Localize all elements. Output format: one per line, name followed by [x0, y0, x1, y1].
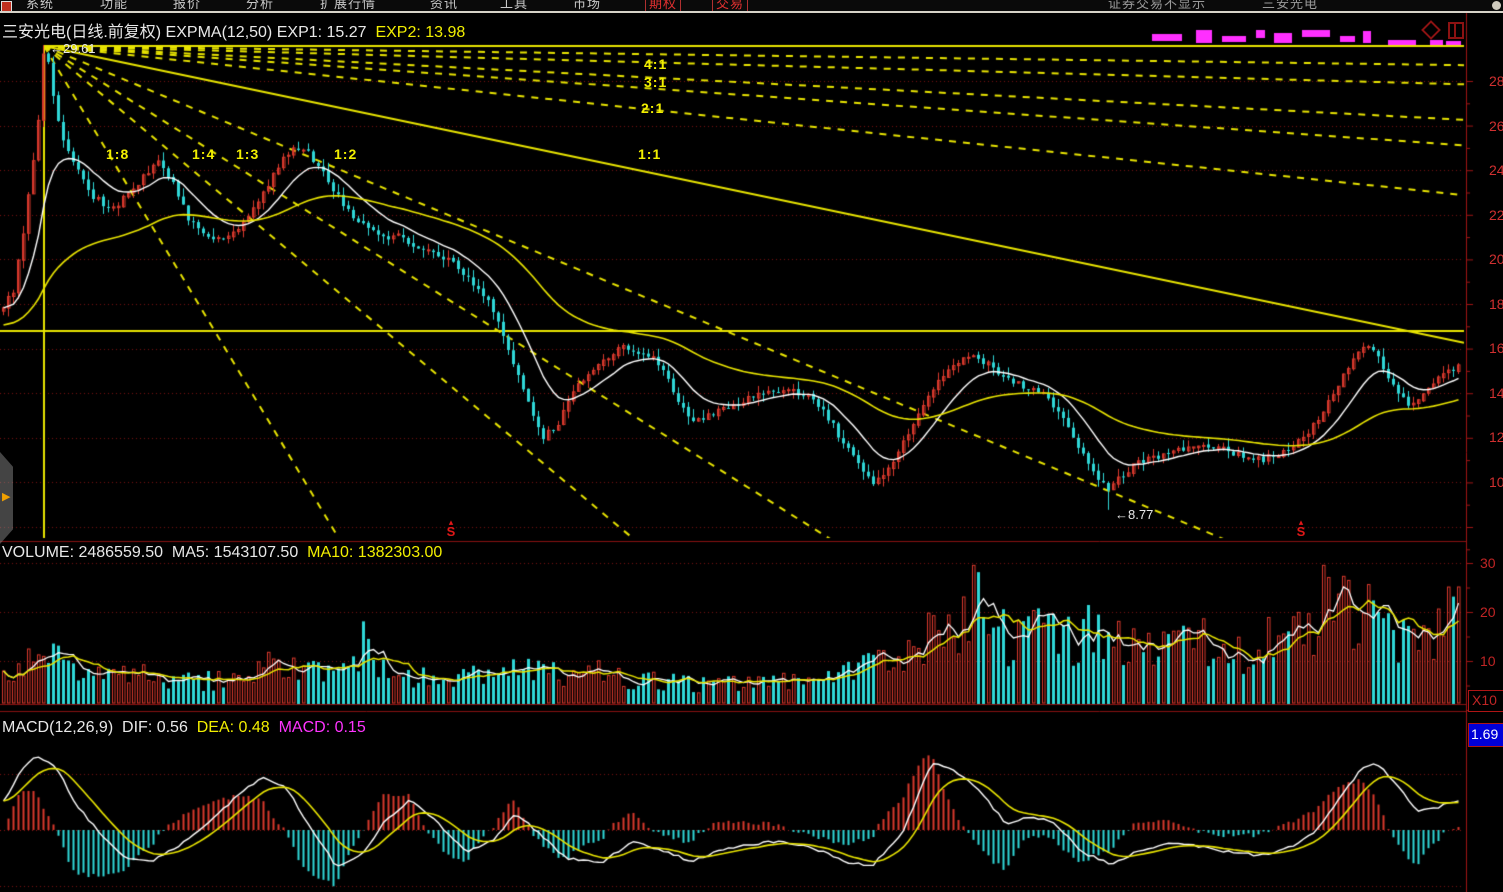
stock-title: 三安光电(日线.前复权) EXPMA(12,50) — [2, 24, 273, 41]
macd-axis-max-label: 1.69 — [1468, 723, 1503, 747]
signal-letter: S — [1296, 524, 1306, 539]
volume-axis-label: 10 — [1480, 653, 1496, 669]
menu-item-6[interactable]: 工具 — [500, 0, 529, 11]
macd-title: MACD(12,26,9) — [2, 719, 114, 736]
volume-value: VOLUME: 2486559.50 — [2, 544, 163, 561]
signal-letter: S — [446, 524, 456, 539]
price-axis-label: 14 — [1489, 385, 1503, 401]
signal-marker: ▴ S — [444, 517, 458, 539]
restore-window-icon[interactable] — [1448, 22, 1464, 39]
gann-label-1-2: 1:2 — [334, 146, 358, 162]
menu-bar: 证券交易不显示 三安光电 系统 功能 报价 分析 扩展行情 资讯 工具 市场 期权 交易 — [0, 0, 1503, 11]
signal-marker: ▴ S — [1294, 517, 1308, 539]
window-control-icon[interactable] — [1492, 1, 1501, 10]
exp2-value: EXP2: 13.98 — [375, 24, 466, 41]
volume-axis-label: 20 — [1480, 604, 1496, 620]
price-axis-label: 22 — [1489, 207, 1503, 223]
price-axis-label: 16 — [1489, 340, 1503, 356]
sidebar-collapse-tab[interactable]: ▶ — [0, 452, 13, 544]
menu-item-5[interactable]: 资讯 — [430, 0, 459, 11]
menu-item-8[interactable]: 期权 — [645, 0, 682, 11]
gann-label-1-3: 1:3 — [236, 146, 260, 162]
price-axis-label: 24 — [1489, 162, 1503, 178]
menu-item-1[interactable]: 功能 — [100, 0, 129, 11]
app-icon[interactable] — [1, 1, 12, 11]
signal-arrow-icon: ▴ — [1298, 517, 1304, 527]
menu-right-text: 证券交易不显示 — [1108, 0, 1207, 11]
high-price-tag: ←29.61 — [50, 41, 96, 56]
chart-title: 三安光电(日线.前复权) EXPMA(12,50) EXP1: 15.27 EX… — [2, 18, 465, 42]
menu-item-0[interactable]: 系统 — [26, 0, 55, 11]
gann-label-1-4: 1:4 — [192, 146, 216, 162]
gann-label-2-1: 2:1 — [641, 100, 665, 116]
price-axis-label: 18 — [1489, 296, 1503, 312]
menu-item-2[interactable]: 报价 — [173, 0, 202, 11]
volume-axis-label: 30 — [1480, 555, 1496, 571]
price-axis-label: 20 — [1489, 251, 1503, 267]
low-price-tag: ←8.77 — [1115, 507, 1154, 522]
signal-arrow-icon: ▴ — [448, 517, 454, 527]
menu-right-stock: 三安光电 — [1262, 0, 1319, 11]
macd-header: MACD(12,26,9) DIF: 0.56 DEA: 0.48 MACD: … — [2, 719, 366, 737]
gann-label-3-1: 3:1 — [644, 74, 668, 90]
price-axis-label: 26 — [1489, 118, 1503, 134]
exp1-value: EXP1: 15.27 — [276, 24, 367, 41]
menu-bar-divider — [0, 11, 1503, 13]
volume-header: VOLUME: 2486559.50 MA5: 1543107.50 MA10:… — [2, 544, 442, 562]
menu-item-9[interactable]: 交易 — [712, 0, 749, 11]
macd-value: MACD: 0.15 — [278, 719, 366, 736]
price-axis-label: 28 — [1489, 73, 1503, 89]
expand-arrow-icon: ▶ — [2, 491, 11, 503]
dea-value: DEA: 0.48 — [196, 719, 270, 736]
gann-label-4-1: 4:1 — [644, 56, 668, 72]
menu-item-3[interactable]: 分析 — [246, 0, 275, 11]
price-axis-label: 10 — [1489, 474, 1503, 490]
volume-multiplier-label: X10 — [1468, 690, 1503, 712]
gann-label-1-8: 1:8 — [106, 146, 130, 162]
menu-item-7[interactable]: 市场 — [573, 0, 602, 11]
menu-item-4[interactable]: 扩展行情 — [320, 0, 377, 11]
volume-ma5-value: MA5: 1543107.50 — [171, 544, 299, 561]
price-axis-label: 12 — [1489, 429, 1503, 445]
volume-ma10-value: MA10: 1382303.00 — [307, 544, 443, 561]
gann-label-1-1: 1:1 — [638, 146, 662, 162]
dif-value: DIF: 0.56 — [122, 719, 188, 736]
